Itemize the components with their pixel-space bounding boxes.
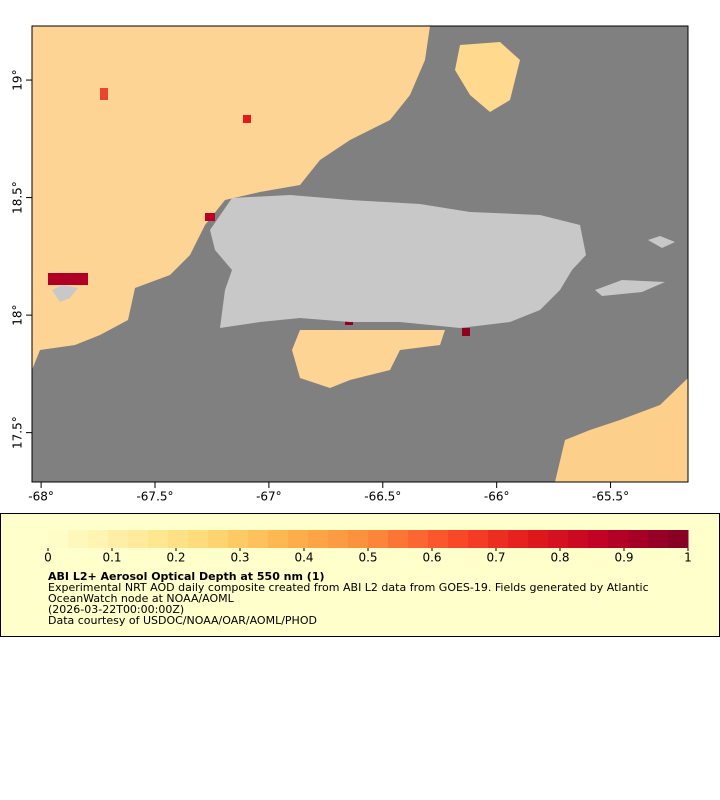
legend-line: Data courtesy of USDOC/NOAA/OAR/AOML/PHO… bbox=[48, 614, 317, 627]
colorbar-step bbox=[268, 530, 289, 548]
high-aod bbox=[100, 88, 108, 100]
colorbar-tick-label: 0.4 bbox=[294, 551, 313, 565]
colorbar-step bbox=[228, 530, 249, 548]
colorbar-step bbox=[648, 530, 669, 548]
colorbar-step bbox=[348, 530, 369, 548]
colorbar-step bbox=[48, 530, 69, 548]
y-tick-label: 19° bbox=[11, 69, 25, 90]
colorbar-step bbox=[668, 530, 689, 548]
aod-field bbox=[292, 330, 445, 388]
aod-field bbox=[455, 42, 520, 112]
colorbar-step bbox=[508, 530, 529, 548]
legend-title: ABI L2+ Aerosol Optical Depth at 550 nm … bbox=[48, 570, 325, 583]
colorbar-step bbox=[568, 530, 589, 548]
colorbar-step bbox=[328, 530, 349, 548]
colorbar-tick-label: 0.3 bbox=[230, 551, 249, 565]
x-tick-label: -68° bbox=[28, 490, 54, 504]
land bbox=[595, 280, 665, 296]
y-tick-label: 17.5° bbox=[11, 416, 25, 449]
y-tick-label: 18° bbox=[11, 304, 25, 325]
colorbar-step bbox=[128, 530, 149, 548]
aod-field bbox=[32, 26, 430, 370]
colorbar-tick-label: 0.8 bbox=[550, 551, 569, 565]
colorbar-step bbox=[468, 530, 489, 548]
legend-line: Experimental NRT AOD daily composite cre… bbox=[48, 581, 649, 594]
land bbox=[210, 195, 586, 328]
colorbar-step bbox=[608, 530, 629, 548]
high-aod bbox=[345, 320, 353, 325]
legend-line: (2026-03-22T00:00:00Z) bbox=[48, 603, 184, 616]
colorbar-tick-label: 1 bbox=[684, 551, 692, 565]
colorbar-step bbox=[368, 530, 389, 548]
colorbar-step bbox=[248, 530, 269, 548]
high-aod bbox=[48, 273, 88, 285]
colorbar-tick-label: 0.2 bbox=[166, 551, 185, 565]
x-tick-label: -66.5° bbox=[364, 490, 401, 504]
colorbar-step bbox=[68, 530, 89, 548]
colorbar-step bbox=[148, 530, 169, 548]
colorbar-step bbox=[208, 530, 229, 548]
colorbar-step bbox=[308, 530, 329, 548]
land bbox=[648, 236, 675, 248]
x-tick-label: -65.5° bbox=[592, 490, 629, 504]
high-aod bbox=[243, 115, 251, 123]
colorbar-tick-label: 0.7 bbox=[486, 551, 505, 565]
colorbar-step bbox=[288, 530, 309, 548]
colorbar-step bbox=[88, 530, 109, 548]
colorbar-step bbox=[428, 530, 449, 548]
colorbar-step bbox=[528, 530, 549, 548]
legend-line: OceanWatch node at NOAA/AOML bbox=[48, 592, 235, 605]
colorbar-tick-label: 0.9 bbox=[614, 551, 633, 565]
colorbar-step bbox=[628, 530, 649, 548]
high-aod bbox=[462, 328, 470, 336]
colorbar-step bbox=[448, 530, 469, 548]
high-aod bbox=[205, 213, 215, 221]
x-tick-label: -67.5° bbox=[136, 490, 173, 504]
colorbar-step bbox=[548, 530, 569, 548]
y-tick-label: 18.5° bbox=[11, 181, 25, 214]
colorbar-step bbox=[108, 530, 129, 548]
colorbar-tick-label: 0.1 bbox=[102, 551, 121, 565]
colorbar-step bbox=[188, 530, 209, 548]
land bbox=[52, 285, 78, 302]
map-frame bbox=[31, 25, 689, 483]
colorbar-tick-label: 0.6 bbox=[422, 551, 441, 565]
colorbar-step bbox=[488, 530, 509, 548]
colorbar-tick-label: 0 bbox=[44, 551, 52, 565]
colorbar-step bbox=[588, 530, 609, 548]
x-tick-label: -66° bbox=[484, 490, 510, 504]
x-tick-label: -67° bbox=[256, 490, 282, 504]
colorbar-step bbox=[168, 530, 189, 548]
colorbar-tick-label: 0.5 bbox=[358, 551, 377, 565]
colorbar-step bbox=[388, 530, 409, 548]
aod-field bbox=[555, 378, 688, 482]
colorbar-step bbox=[408, 530, 429, 548]
